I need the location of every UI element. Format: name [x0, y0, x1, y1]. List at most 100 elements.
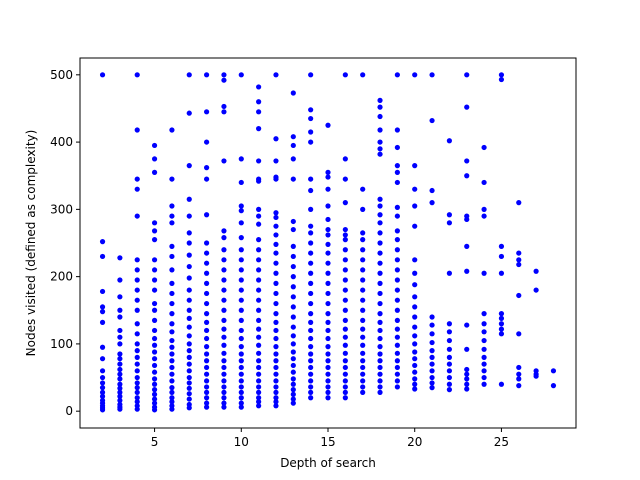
data-point [221, 342, 227, 348]
y-tick-label: 500 [50, 68, 73, 82]
data-point [342, 389, 348, 395]
data-point [273, 290, 279, 297]
data-point [221, 404, 227, 410]
data-point [290, 218, 296, 225]
data-point [221, 395, 227, 401]
data-point [151, 342, 158, 348]
data-point [99, 368, 106, 374]
data-point [360, 307, 366, 313]
data-point [134, 176, 140, 182]
data-point [169, 329, 175, 335]
data-point [360, 206, 366, 212]
data-point [394, 297, 400, 303]
data-point [360, 230, 366, 236]
data-point [325, 311, 331, 317]
data-point [498, 321, 505, 327]
data-point [290, 391, 296, 397]
data-point [342, 395, 348, 401]
data-point [134, 297, 140, 303]
data-point [377, 351, 383, 357]
data-point [377, 290, 383, 297]
x-tick-label: 10 [234, 435, 249, 449]
data-point [308, 223, 314, 229]
data-point [412, 304, 418, 310]
data-point [377, 389, 383, 395]
data-point [394, 163, 400, 169]
data-point [377, 260, 383, 266]
data-point [169, 280, 175, 286]
data-point [256, 297, 262, 303]
data-point [169, 213, 175, 219]
data-point [360, 384, 366, 390]
data-point [498, 311, 505, 317]
data-point [186, 110, 192, 116]
data-point [342, 257, 348, 263]
data-point [134, 389, 140, 395]
data-point [238, 179, 244, 186]
data-point [169, 358, 175, 364]
data-point [516, 261, 522, 268]
data-point [151, 387, 158, 393]
data-point [134, 186, 140, 192]
data-point [186, 385, 192, 391]
data-point [221, 400, 227, 406]
data-point [134, 368, 140, 374]
data-point [204, 165, 210, 171]
data-point [221, 267, 227, 273]
data-point [256, 334, 262, 340]
data-point [342, 384, 348, 390]
data-point [498, 315, 505, 321]
data-point [186, 368, 192, 374]
data-point [446, 220, 452, 226]
data-point [446, 337, 452, 344]
data-point [117, 351, 123, 357]
data-point [394, 72, 400, 78]
data-point [481, 321, 487, 327]
data-point [186, 315, 192, 321]
data-point [204, 351, 210, 357]
data-point [464, 376, 470, 382]
data-point [273, 270, 279, 276]
data-point [446, 354, 452, 360]
data-point [273, 210, 279, 216]
data-point [169, 406, 175, 412]
data-point [325, 344, 331, 350]
data-point [151, 169, 158, 175]
data-point [308, 107, 314, 113]
data-point [273, 378, 279, 384]
data-point [498, 270, 505, 276]
data-point [308, 384, 314, 390]
data-point [256, 237, 262, 243]
data-point [169, 127, 175, 133]
data-point [273, 395, 279, 401]
data-point [204, 371, 210, 377]
data-point [238, 267, 244, 273]
data-point [204, 270, 210, 276]
y-tick-label: 400 [50, 135, 73, 149]
data-point [394, 144, 400, 151]
data-point [186, 230, 192, 236]
data-point [325, 270, 331, 276]
data-point [256, 257, 262, 263]
data-point [221, 326, 227, 332]
data-point [169, 311, 175, 317]
x-axis-ticks: 5 10 15 20 25 [151, 428, 509, 449]
data-point [99, 389, 106, 395]
data-point [516, 292, 522, 299]
data-point [290, 274, 296, 280]
data-point [360, 257, 366, 263]
data-point [290, 284, 296, 290]
data-point [204, 139, 210, 145]
data-point [256, 158, 262, 164]
data-point [325, 174, 331, 180]
data-point [464, 216, 470, 223]
data-point [117, 277, 123, 283]
data-point [186, 396, 192, 402]
data-point [377, 104, 383, 110]
data-point [290, 341, 296, 347]
data-point [221, 257, 227, 263]
data-point [186, 163, 192, 169]
data-point [238, 395, 244, 401]
